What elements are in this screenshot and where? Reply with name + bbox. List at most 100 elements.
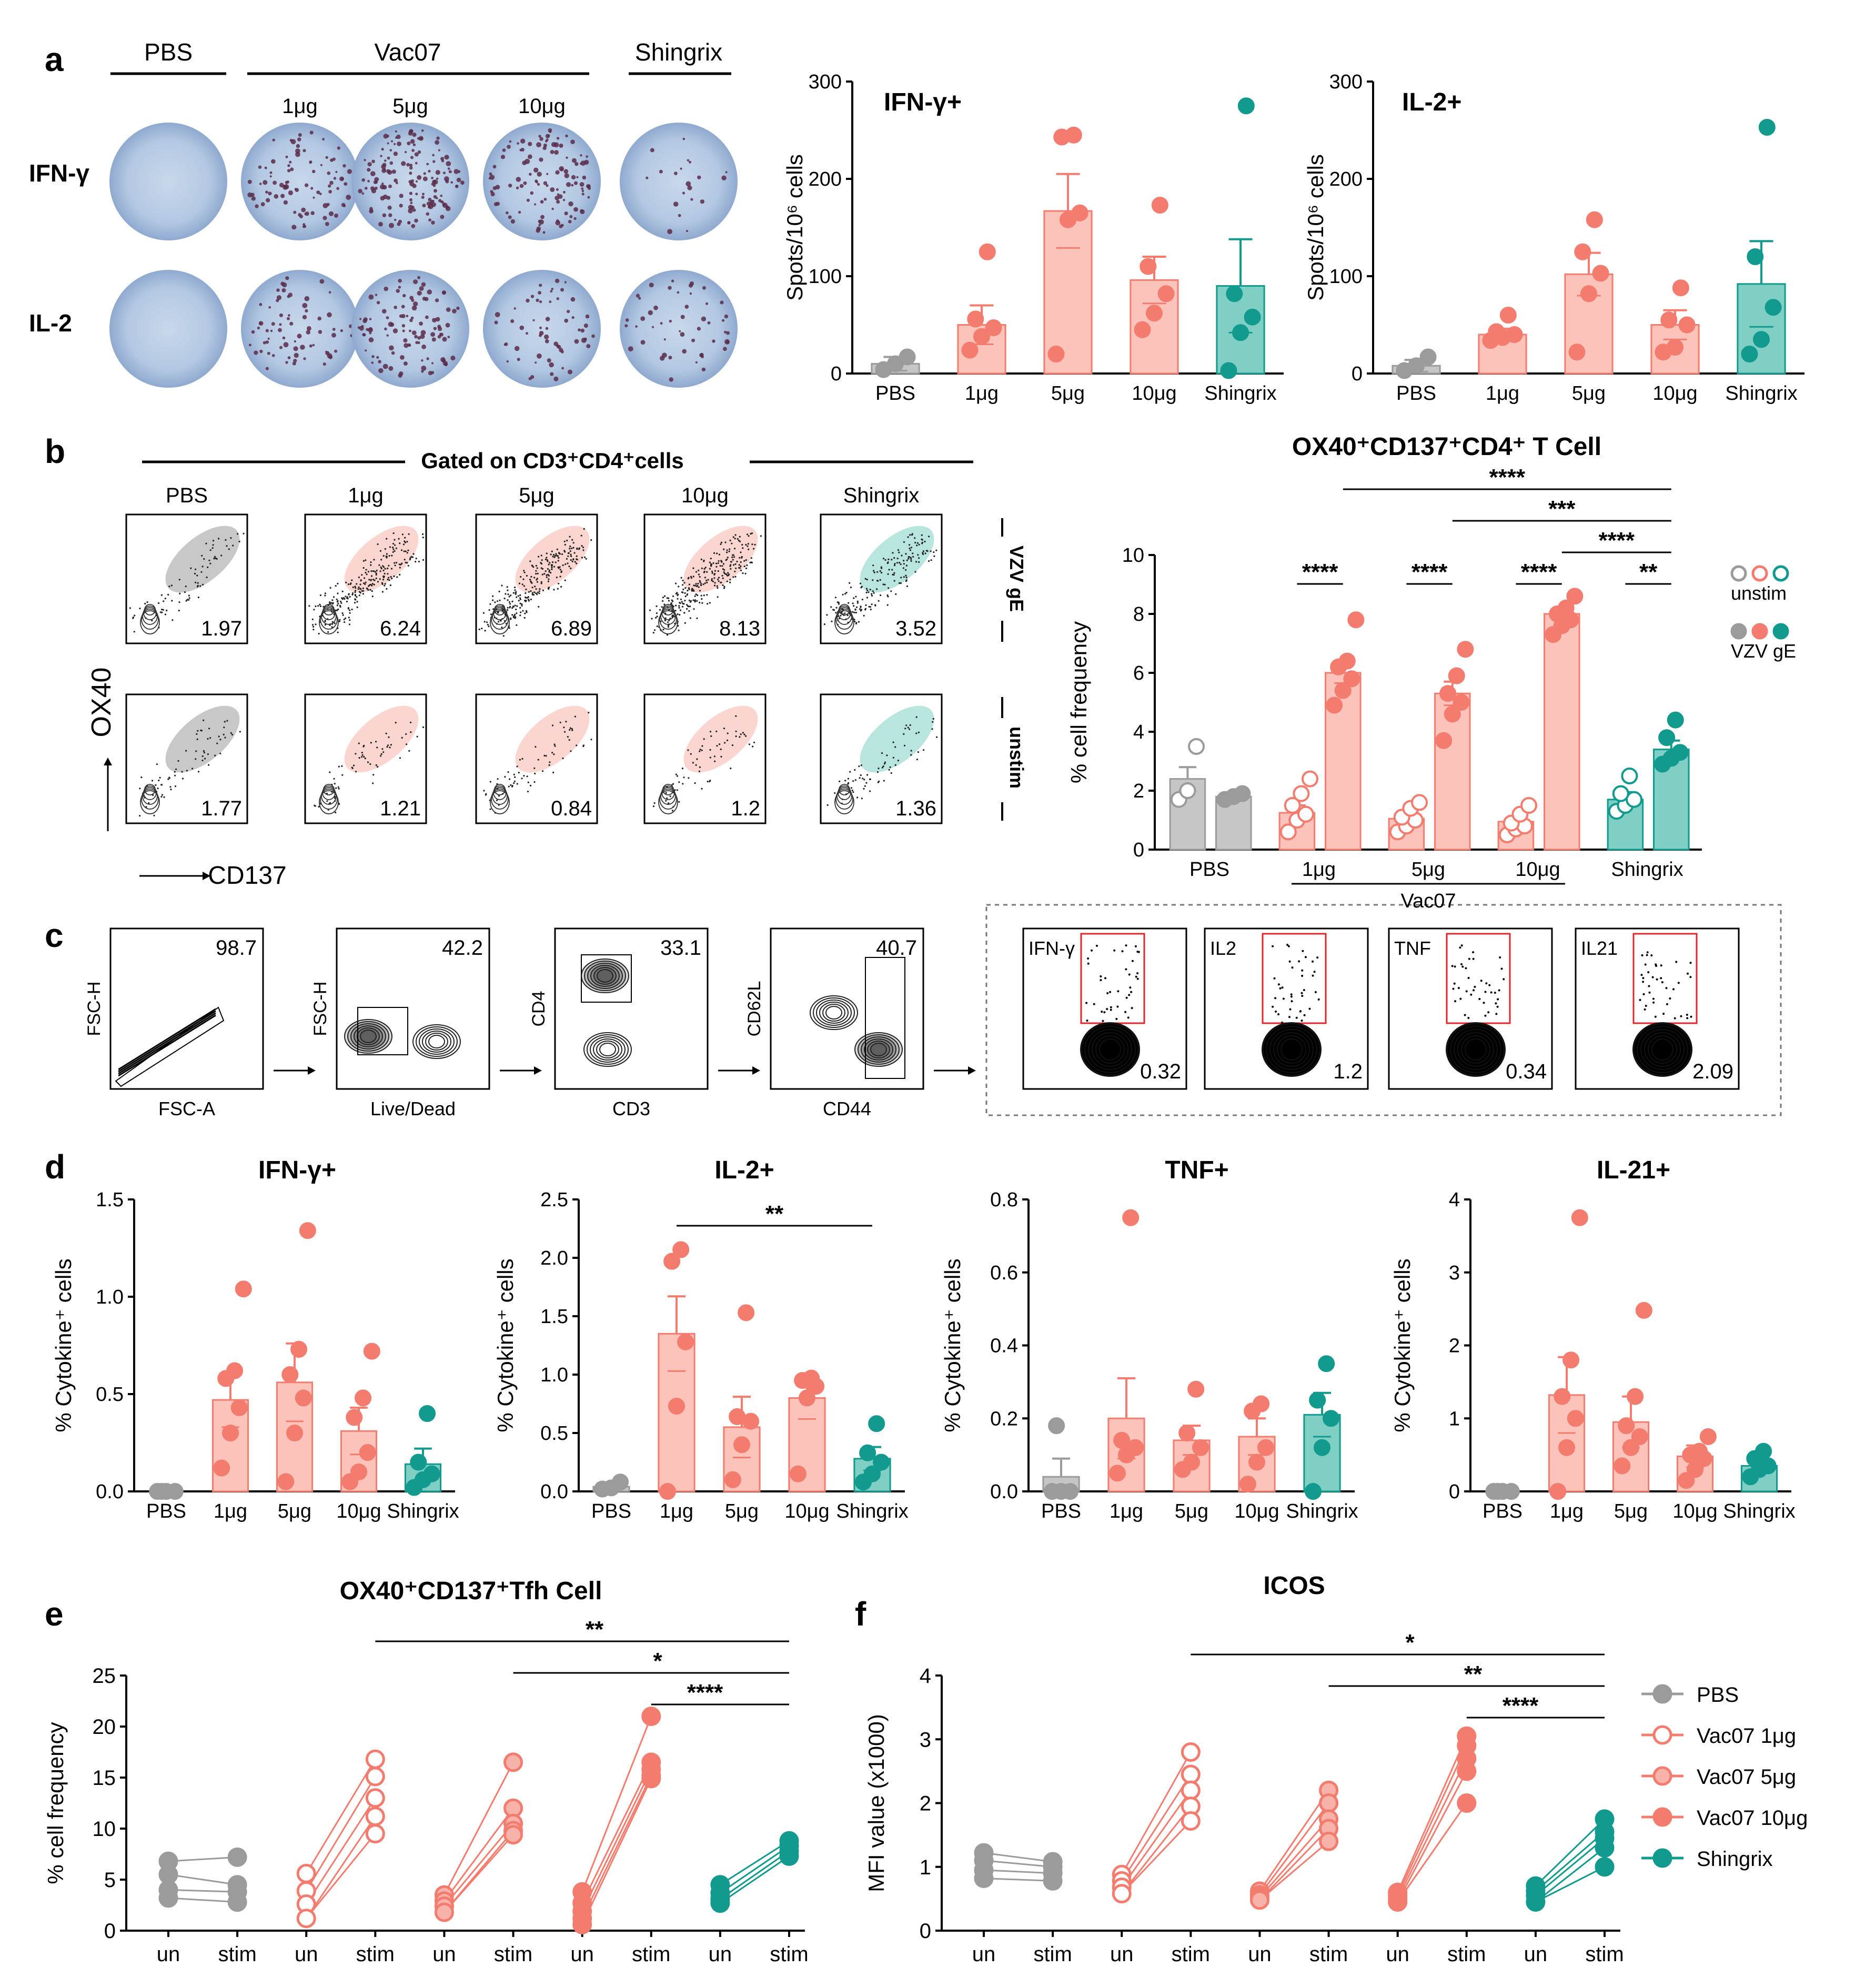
flow-dot (194, 572, 196, 574)
flow-dot (845, 591, 848, 594)
elispot-spot (427, 289, 432, 295)
data-point (1347, 611, 1365, 629)
pair-line (1397, 1745, 1468, 1896)
row-il2: IL-2 (29, 309, 72, 337)
flow-contour (494, 604, 506, 615)
data-point (659, 1483, 676, 1500)
flow-dot (697, 582, 699, 584)
elispot-spot (578, 328, 581, 332)
flow-contour (143, 785, 157, 800)
flow-dot (386, 746, 388, 748)
flow-dot (144, 602, 146, 605)
flow-dot (408, 750, 410, 752)
flow-contour (662, 784, 674, 795)
flow-dot (720, 755, 722, 758)
flow-dot (335, 585, 337, 587)
data-point (365, 1767, 385, 1787)
flow-dot (170, 584, 173, 587)
flow-dot (675, 604, 677, 607)
flow-plots-c: 98.7FSC-HFSC-A42.2FSC-HLive/Dead33.1CD4C… (84, 904, 1782, 1119)
elispot-spot (302, 315, 307, 319)
flow-dot (668, 600, 670, 602)
pair-line (581, 1762, 652, 1904)
x-tick-label: 10μg (1234, 1500, 1279, 1522)
chart-title: OX40⁺CD137⁺Tfh Cell (340, 1577, 602, 1605)
flow-dot (830, 606, 832, 608)
flow-dot (524, 612, 526, 614)
flow-dot (508, 601, 511, 603)
elispot-spot (430, 199, 433, 204)
flow-dot (910, 750, 912, 752)
flow-dot (531, 582, 533, 584)
flow-dot (164, 598, 166, 600)
flow-dot (909, 724, 911, 726)
x-tick-label: 1μg (1486, 382, 1519, 405)
data-point (1249, 1890, 1269, 1910)
elispot-spot (649, 282, 654, 288)
flow-dot (206, 576, 208, 579)
elispot-spot (415, 341, 419, 345)
y-tick-label: 0 (1133, 839, 1144, 861)
x-tick-label: un (972, 1943, 996, 1966)
pair-line (1259, 1802, 1329, 1896)
cytokine-event (1673, 1017, 1676, 1020)
header-pbs: PBS (144, 38, 193, 66)
data-point (1635, 1301, 1652, 1319)
header-shingrix: Shingrix (635, 38, 722, 66)
elispot-spot (669, 319, 672, 323)
flow-dot (652, 805, 655, 808)
flow-dot (351, 593, 354, 596)
gating-y-label: CD4 (529, 991, 549, 1026)
elispot-spot (539, 137, 543, 141)
elispot-spot (389, 161, 394, 165)
flow-dot (511, 614, 513, 616)
elispot-spot (265, 340, 269, 344)
flow-dot (905, 574, 907, 577)
data-point (1622, 1439, 1639, 1456)
flow-dot (510, 617, 512, 619)
pair-line (168, 1897, 238, 1903)
data-point (1457, 641, 1474, 658)
flow-dot (392, 532, 395, 534)
flow-dot (318, 632, 320, 635)
legend-marker-open (1730, 565, 1747, 582)
cytokine-event (1299, 1010, 1302, 1013)
flow-dot (580, 534, 582, 537)
flow-dot (582, 549, 584, 551)
cytokine-event (1136, 977, 1139, 980)
chart-title: IFN-γ+ (258, 1156, 336, 1184)
y-tick-label: 0 (1449, 1481, 1460, 1503)
data-point (1309, 1391, 1326, 1409)
flow-dot (526, 775, 528, 778)
x-tick-label: 5μg (1572, 382, 1606, 405)
elispot-spot (680, 332, 685, 337)
elispot-spot (702, 286, 706, 290)
contour (819, 1002, 849, 1024)
flow-dot (498, 621, 500, 623)
flow-dot (740, 551, 742, 553)
pair-line (1535, 1818, 1606, 1887)
elispot-spot (381, 182, 384, 185)
elispot-spot (635, 325, 638, 328)
data-point (1181, 1764, 1201, 1784)
flow-dot (551, 752, 553, 754)
elispot-spot (304, 296, 310, 301)
flow-dot (319, 603, 321, 606)
cytokine-event (1291, 966, 1294, 969)
elispot-spot (695, 361, 698, 364)
elispot-spot (444, 362, 448, 367)
flow-dot (727, 557, 729, 559)
flow-dot (908, 556, 910, 558)
cytokine-event (1303, 989, 1305, 991)
elispot-spot (415, 193, 418, 196)
elispot-spot (305, 183, 309, 187)
elispot-spot (292, 361, 296, 366)
elispot-spot (389, 345, 394, 351)
flow-dot (526, 574, 528, 577)
elispot-spot (564, 211, 568, 216)
flow-dot (576, 559, 578, 561)
elispot-spot (581, 189, 584, 193)
flow-contour (492, 787, 508, 805)
flow-dot (392, 551, 394, 553)
elispot-spot (387, 170, 392, 175)
